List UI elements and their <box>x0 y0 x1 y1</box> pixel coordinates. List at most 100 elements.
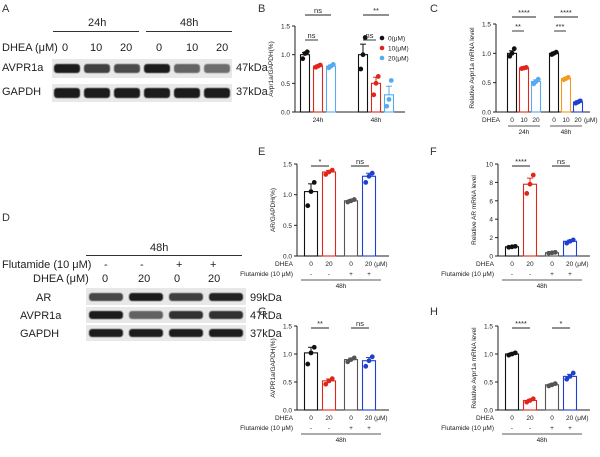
chart-c-bar-4-point-2 <box>565 74 571 80</box>
blot-a-mw-avpr1a: 47kDa <box>236 62 268 74</box>
chart-e-dhea-2: 0 <box>349 261 353 268</box>
chart-h-bar-3 <box>562 375 578 411</box>
chart-b-bar-0-0-point-0 <box>300 56 306 62</box>
blot-d-dhea-1: 20 <box>138 273 151 285</box>
blot-d-band-1-1 <box>129 311 163 319</box>
panel-label-h: H <box>430 306 438 318</box>
chart-e-sig-1-label: ns <box>356 157 364 166</box>
chart-g-flut-label: Flutamide (10 μM) <box>240 425 293 432</box>
chart-e-dhea-label: DHEA <box>275 261 294 268</box>
chart-c-sig-2-label: ** <box>515 22 521 31</box>
blot-a-line-24h <box>53 31 139 32</box>
chart-b-legend-label-1: 10(μM) <box>388 46 409 53</box>
blot-d-band-1-3 <box>209 311 243 319</box>
blot-a-band-0-4 <box>174 64 200 73</box>
chart-h-flut-2: + <box>550 425 554 432</box>
chart-b-bar-1-0-point-2 <box>362 35 368 40</box>
chart-f-flut-2: + <box>550 271 554 278</box>
blot-d-band-0-0 <box>89 292 123 301</box>
chart-g-flut-2: + <box>349 425 353 432</box>
blot-d-band-2-1 <box>129 329 163 337</box>
chart-c-unit: (μM) <box>584 117 598 124</box>
chart-e-dhea-0: 0 <box>309 261 313 268</box>
blot-a-band-1-1 <box>84 88 110 98</box>
blot-d-flutamide-1: - <box>140 259 144 271</box>
chart-c-ytick-label-2: 1.0 <box>482 51 491 58</box>
blot-a-dose-2: 20 <box>120 42 133 54</box>
blot-a-band-0-2 <box>114 64 140 73</box>
chart-c-ytick-label-0: 0.0 <box>482 110 491 117</box>
chart-h-ytick-label-2: 1.0 <box>484 352 493 359</box>
chart-g-bar-1-point-2 <box>329 376 335 382</box>
chart-e-ytick-label-3: 1.5 <box>283 162 292 169</box>
blot-d-flutamide-label: Flutamide (10 μM) <box>2 259 92 271</box>
chart-c-sig-3-label: *** <box>556 22 565 31</box>
chart-c-xtick-4: 10 <box>562 117 570 124</box>
chart-g-time: 48h <box>336 437 347 444</box>
chart-h-flut-1: - <box>529 425 531 432</box>
chart-b-xtick-1: 48h <box>371 117 382 124</box>
chart-e-bar-1-point-2 <box>329 167 335 173</box>
chart-e-dhea-1: 20 <box>325 261 333 268</box>
chart-b-legend-label-0: 0(μM) <box>388 36 405 43</box>
blot-d-strip-avpr1a <box>86 307 246 323</box>
chart-h-flut-3: + <box>568 425 572 432</box>
chart-b-xtick-0: 24h <box>313 117 324 124</box>
chart-h-dhea-1: 20 <box>526 415 534 422</box>
blot-d-band-1-2 <box>169 311 203 319</box>
blot-d-strip-gapdh <box>86 325 246 341</box>
chart-f-bar-1-point-0 <box>524 191 530 196</box>
chart-c-bar-2-point-2 <box>535 76 541 82</box>
chart-h-bar-1-point-2 <box>530 396 536 402</box>
chart-g-ytick-label-2: 1.0 <box>283 352 292 359</box>
chart-g-dhea-2: 0 <box>349 415 353 422</box>
chart-f-sig-1-label: ns <box>557 157 565 166</box>
chart-b-subsig-0-label: ns <box>308 31 316 40</box>
chart-g-bar-3-point-0 <box>363 363 369 369</box>
chart-c-bar-0-point-1 <box>509 50 515 56</box>
blot-d-band-0-1 <box>129 292 163 301</box>
chart-f-ytick-label-2: 4 <box>489 217 493 224</box>
chart-f-ylabel: Relative AR mRNA level <box>471 175 478 245</box>
chart-b-ytick-label-2: 1.0 <box>281 52 290 59</box>
blot-a-line-48h <box>146 31 232 32</box>
blot-a-band-0-5 <box>204 64 230 73</box>
chart-e-flut-3: + <box>367 271 371 278</box>
chart-b-bar-0-0-point-2 <box>304 49 310 55</box>
blot-d-flutamide-2: + <box>176 259 183 271</box>
chart-e-flut-label: Flutamide (10 μM) <box>240 271 293 278</box>
blot-a-band-0-1 <box>84 64 110 73</box>
chart-c-group-0: 24h <box>519 129 530 136</box>
chart-c-ytick-label-3: 1.5 <box>482 22 491 29</box>
blot-a-dose-4: 10 <box>186 42 199 54</box>
chart-f-bar-0-point-2 <box>512 243 518 249</box>
chart-f-bar-3-point-2 <box>570 237 576 243</box>
chart-g-ytick-label-1: 0.5 <box>283 380 292 387</box>
chart-g-dhea-1: 20 <box>325 415 333 422</box>
chart-h-flut-0: - <box>511 425 513 432</box>
chart-f-flut-label: Flutamide (10 μM) <box>441 271 494 278</box>
chart-g-flut-3: + <box>367 425 371 432</box>
chart-f-bar-1-point-1 <box>527 181 533 187</box>
chart-e-bar-0-point-1 <box>308 189 314 195</box>
chart-e-sig-0-label: * <box>319 157 322 166</box>
blot-a-band-1-4 <box>174 88 200 98</box>
chart-f-bar-1-point-2 <box>530 172 536 178</box>
chart-b-ytick-label-0: 0.0 <box>281 110 290 117</box>
chart-g-sig-0-label: ** <box>317 319 323 328</box>
chart-g-bar-3-point-1 <box>366 358 372 364</box>
chart-b-bar-1-1-point-0 <box>371 92 377 98</box>
chart-c-bar-5-point-2 <box>577 98 583 104</box>
blot-a-strip-gapdh <box>52 84 232 102</box>
blot-d-band-2-0 <box>89 329 123 337</box>
blot-d-band-label-ar: AR <box>36 292 52 304</box>
chart-h-flut-label: Flutamide (10 μM) <box>441 425 494 432</box>
chart-c-xtick-1: 10 <box>520 117 528 124</box>
chart-b-ytick-label-3: 1.5 <box>281 24 290 31</box>
chart-f-ytick-label-1: 2 <box>489 235 493 242</box>
